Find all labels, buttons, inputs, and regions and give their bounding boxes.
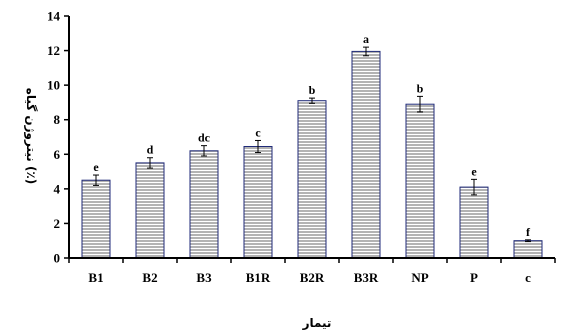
y-tick-label: 8 (54, 112, 61, 127)
significance-letter-B1R: c (255, 126, 261, 140)
bar-c (513, 240, 543, 259)
significance-letter-NP: b (417, 81, 424, 95)
y-tick-label: 12 (47, 43, 60, 58)
bar-NP (405, 103, 435, 259)
bars-layer (81, 50, 543, 259)
bar-B1 (81, 179, 111, 259)
error-bar-B3 (201, 145, 207, 157)
error-bar-B1 (93, 174, 99, 186)
error-bar-B1R (255, 139, 261, 154)
error-bar-c (525, 239, 531, 243)
error-bar-B3R (363, 46, 369, 57)
y-tick-label: 2 (54, 216, 61, 231)
significance-letter-B3R: a (363, 32, 369, 46)
x-tick-label-B3: B3 (196, 270, 212, 285)
y-tick-label: 0 (54, 251, 61, 266)
error-bar-B2 (147, 157, 153, 169)
significance-letter-B3: dc (198, 131, 211, 145)
error-bar-NP (417, 95, 423, 113)
bar-B3 (189, 150, 219, 259)
y-tick-label: 4 (54, 181, 61, 196)
bar-B1R (243, 146, 273, 259)
error-bars-layer (93, 46, 531, 243)
labels-layer: e B1 d B2 dc B3 c B1R b B2R a B3R b NP e Pf c 0 2 4 6 8 10 12 14 (47, 9, 531, 286)
bar-P (459, 186, 489, 259)
bar-B2R (297, 100, 327, 259)
x-tick-label-P: P (470, 270, 478, 285)
x-tick-label-B3R: B3R (354, 270, 379, 285)
x-tick-label-B1R: B1R (246, 270, 271, 285)
x-tick-label-B1: B1 (88, 270, 103, 285)
x-tick-label-B2: B2 (142, 270, 157, 285)
y-tick-label: 6 (54, 147, 61, 162)
axes-layer (64, 15, 556, 263)
significance-letter-B1: e (93, 160, 99, 174)
x-tick-label-NP: NP (411, 270, 428, 285)
significance-letter-B2R: b (309, 83, 316, 97)
significance-letter-c: f (526, 225, 531, 239)
significance-letter-B2: d (147, 143, 154, 157)
y-tick-label: 14 (47, 9, 61, 24)
y-tick-label: 10 (47, 78, 60, 93)
significance-letter-P: e (471, 164, 477, 178)
error-bar-P (471, 178, 477, 196)
x-tick-label-c: c (525, 270, 531, 285)
bar-B2 (135, 162, 165, 259)
error-bar-B2R (309, 97, 315, 104)
x-tick-label-B2R: B2R (300, 270, 325, 285)
bar-B3R (351, 50, 381, 259)
x-axis-title: تیمار (302, 316, 332, 330)
y-axis-title: نیتروژن گیاه (٪) (23, 88, 38, 185)
